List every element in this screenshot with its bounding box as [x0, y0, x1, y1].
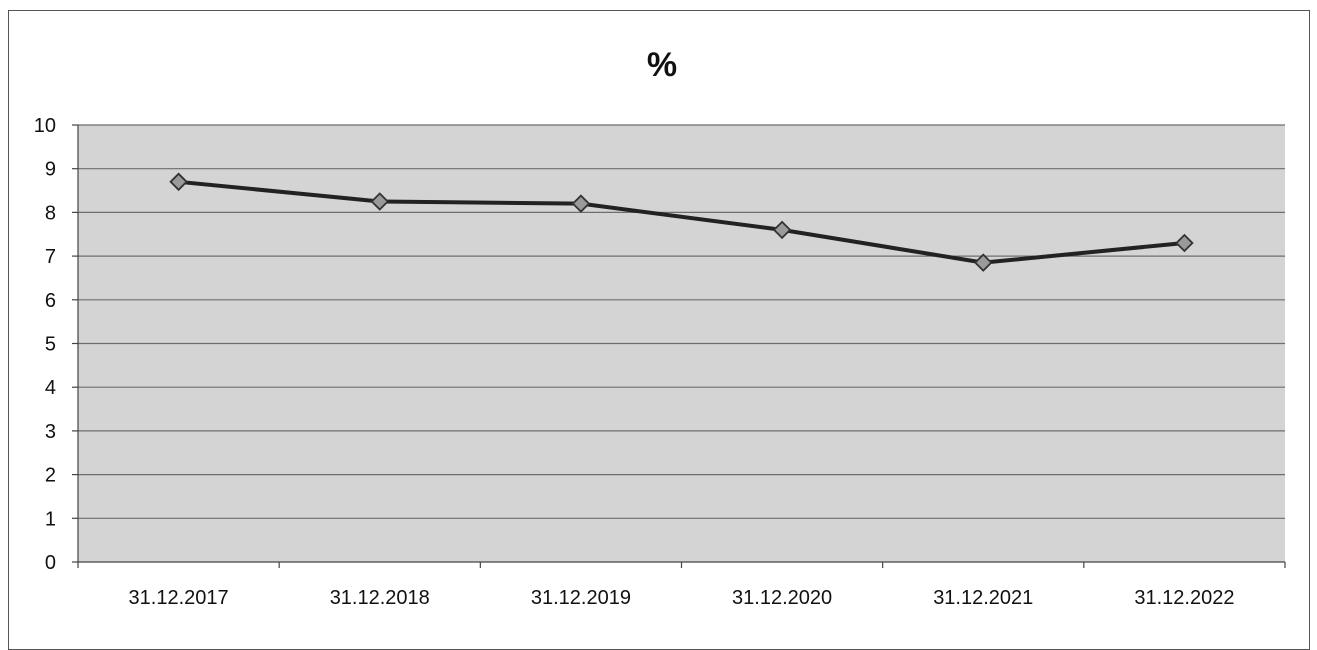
y-tick-label: 5 — [45, 334, 56, 356]
x-axis-ticks: 31.12.2017 31.12.2018 31.12.2019 31.12.2020… — [77, 562, 1286, 609]
x-tick-label: 31.12.2022 — [1134, 587, 1234, 609]
series — [169, 172, 1194, 272]
y-tick-label: 6 — [45, 290, 56, 312]
y-tick-label: 2 — [45, 465, 56, 487]
data-point-marker — [571, 194, 591, 213]
data-point-marker — [772, 220, 792, 240]
data-point-marker — [370, 192, 390, 211]
y-tick-label: 1 — [45, 508, 56, 530]
gridlines — [78, 124, 1285, 519]
y-axis-ticks: 0 1 2 3 4 5 6 7 8 9 10 — [34, 115, 78, 574]
x-tick-label: 31.12.2019 — [531, 587, 631, 609]
chart-title: % — [647, 46, 677, 84]
y-tick-label: 0 — [45, 552, 56, 574]
x-tick-label: 31.12.2021 — [933, 587, 1033, 609]
series-line — [178, 179, 1185, 265]
y-tick-label: 4 — [45, 377, 56, 399]
y-tick-label: 8 — [45, 202, 56, 224]
data-point-marker — [169, 172, 188, 192]
data-point-marker — [1175, 233, 1194, 253]
y-tick-label: 9 — [45, 159, 56, 181]
y-tick-label: 7 — [45, 246, 56, 268]
y-tick-label: 10 — [34, 115, 56, 137]
y-tick-label: 3 — [45, 421, 56, 443]
x-tick-label: 31.12.2017 — [129, 587, 229, 609]
x-tick-label: 31.12.2020 — [732, 587, 832, 609]
data-point-marker — [973, 253, 993, 272]
x-tick-label: 31.12.2018 — [330, 587, 430, 609]
